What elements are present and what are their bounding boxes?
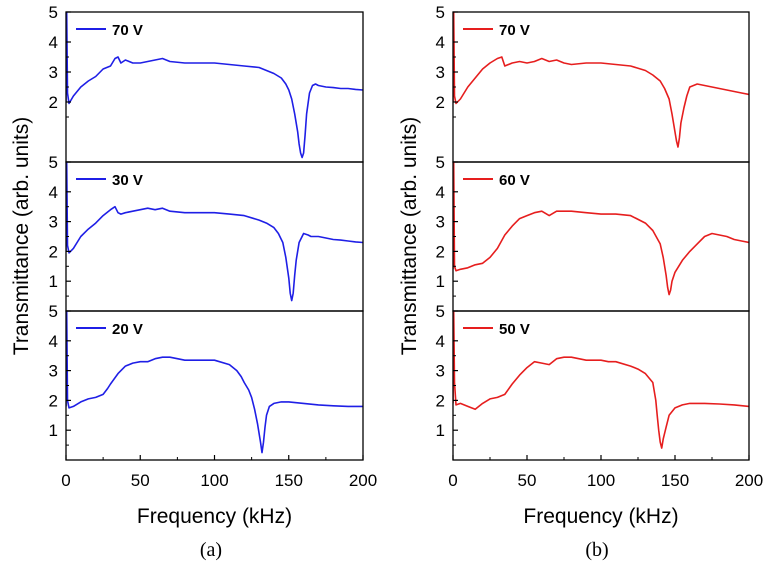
- panel-2: 1 2 3 4 5 60 V: [436, 153, 750, 312]
- panel-frame: [452, 11, 750, 163]
- y-tick-label: 2: [436, 93, 445, 112]
- legend-label: 20 V: [112, 321, 143, 338]
- y-tick-label: 3: [436, 213, 445, 232]
- x-tick-label: 50: [131, 471, 150, 490]
- y-tick-label: 3: [49, 362, 58, 381]
- legend-label: 70 V: [499, 22, 530, 39]
- legend-label: 50 V: [499, 321, 530, 338]
- y-tick-label: 4: [49, 183, 58, 202]
- y-tick-label: 5: [436, 3, 445, 22]
- legend: 20 V: [76, 321, 143, 338]
- y-tick-label: 1: [49, 272, 58, 291]
- panel-frame: [452, 310, 750, 461]
- panel-frame: [65, 11, 364, 163]
- series-line: [66, 311, 363, 454]
- y-tick-label: 3: [436, 63, 445, 82]
- x-tick-label: 200: [349, 471, 377, 490]
- x-axis-title: Frequency (kHz): [137, 505, 292, 528]
- figure-caption: (a): [200, 539, 222, 561]
- y-tick-label: 5: [436, 153, 445, 172]
- legend-label: 70 V: [112, 22, 143, 39]
- chart-a: 2 3 4 5 70 V 1 2 3 4 5 30 V 1 2 3 4 5 20 V 0 50 100 150 200 Fr…: [10, 3, 377, 561]
- y-tick-label: 2: [436, 242, 445, 261]
- x-axis-title: Frequency (kHz): [523, 505, 678, 528]
- y-tick-label: 4: [49, 332, 58, 351]
- series-line: [453, 311, 749, 449]
- chart-b: 2 3 4 5 70 V 1 2 3 4 5 60 V 1 2 3 4 5 50 V 0 50 100 150 200 Fr…: [398, 3, 763, 561]
- y-tick-label: 4: [436, 332, 445, 351]
- x-tick-label: 0: [448, 471, 457, 490]
- legend-label: 60 V: [499, 172, 530, 189]
- legend-label: 30 V: [112, 172, 143, 189]
- legend: 70 V: [76, 22, 143, 39]
- x-tick-label: 100: [587, 471, 615, 490]
- y-axis-title: Transmittance (arb. units): [10, 117, 33, 355]
- panel-3: 1 2 3 4 5 20 V: [49, 302, 364, 461]
- y-tick-label: 3: [49, 63, 58, 82]
- panel-1: 2 3 4 5 70 V: [49, 3, 364, 163]
- x-tick-label: 150: [275, 471, 303, 490]
- legend: 60 V: [463, 172, 530, 189]
- y-tick-label: 4: [49, 33, 58, 52]
- y-tick-label: 2: [49, 242, 58, 261]
- y-tick-label: 5: [49, 153, 58, 172]
- legend: 30 V: [76, 172, 143, 189]
- x-tick-label: 100: [200, 471, 228, 490]
- series-line: [66, 162, 363, 302]
- y-tick-label: 3: [49, 213, 58, 232]
- series-line: [66, 12, 363, 159]
- y-tick-label: 5: [49, 3, 58, 22]
- y-axis-title: Transmittance (arb. units): [398, 117, 421, 355]
- y-tick-label: 1: [49, 421, 58, 440]
- panel-frame: [65, 310, 364, 461]
- x-tick-label: 50: [518, 471, 537, 490]
- y-tick-label: 3: [436, 362, 445, 381]
- panel-1: 2 3 4 5 70 V: [436, 3, 750, 163]
- x-tick-label: 200: [735, 471, 763, 490]
- legend: 70 V: [463, 22, 530, 39]
- y-tick-label: 1: [436, 421, 445, 440]
- y-tick-label: 5: [436, 302, 445, 321]
- y-tick-label: 5: [49, 302, 58, 321]
- y-tick-label: 4: [436, 183, 445, 202]
- figure-caption: (b): [585, 539, 608, 561]
- y-tick-label: 2: [436, 391, 445, 410]
- x-tick-label: 150: [661, 471, 689, 490]
- panel-2: 1 2 3 4 5 30 V: [49, 153, 364, 312]
- y-tick-label: 2: [49, 93, 58, 112]
- y-tick-label: 1: [436, 272, 445, 291]
- series-line: [453, 162, 749, 296]
- x-tick-label: 0: [61, 471, 70, 490]
- panel-3: 1 2 3 4 5 50 V: [436, 302, 750, 461]
- legend: 50 V: [463, 321, 530, 338]
- y-tick-label: 2: [49, 391, 58, 410]
- series-line: [453, 12, 749, 148]
- y-tick-label: 4: [436, 33, 445, 52]
